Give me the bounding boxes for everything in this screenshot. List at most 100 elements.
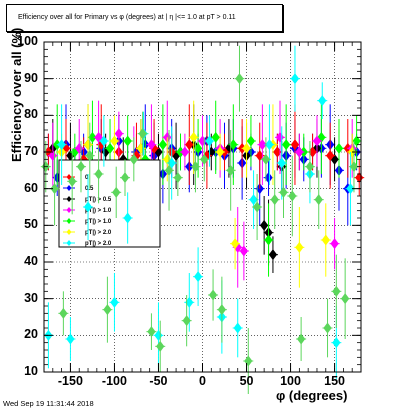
y-tick-label: 30 [24, 290, 38, 305]
y-tick-label: 90 [24, 70, 38, 85]
data-point [105, 142, 115, 154]
data-point [261, 153, 271, 165]
data-point [59, 307, 68, 319]
data-point [273, 146, 282, 158]
data-point [147, 326, 156, 338]
data-point [123, 212, 132, 224]
data-point [189, 131, 198, 143]
legend-marker [66, 185, 72, 191]
data-point [230, 238, 240, 250]
legend-marker [66, 218, 72, 224]
data-point [260, 219, 269, 231]
data-point [211, 131, 220, 143]
data-point [164, 164, 174, 176]
legend-entry-text: 0 [85, 175, 89, 181]
data-point [226, 164, 235, 176]
data-point [85, 150, 94, 162]
data-point [258, 139, 267, 151]
data-point [193, 271, 203, 283]
legend-marker [66, 196, 72, 202]
data-point [191, 161, 200, 173]
data-point [208, 289, 218, 301]
data-markers-foreground [40, 45, 359, 394]
data-point [215, 146, 225, 158]
x-tick-label: -100 [101, 374, 127, 388]
y-tick-label: 100 [17, 34, 38, 48]
data-point [349, 161, 359, 173]
data-point [83, 201, 93, 213]
data-point [321, 234, 330, 246]
data-point [295, 241, 304, 253]
data-point [264, 172, 273, 184]
data-point [334, 142, 344, 154]
data-point [233, 322, 242, 334]
legend-frame [58, 159, 161, 248]
data-point [76, 161, 86, 173]
data-point [308, 146, 317, 158]
data-point [312, 135, 322, 147]
data-point [123, 135, 132, 147]
data-point [229, 139, 238, 151]
data-point [185, 296, 194, 308]
data-point [180, 146, 190, 158]
legend-marker [66, 240, 72, 246]
legend-entry-text: pT|) > 2.0 [85, 241, 112, 247]
data-point [326, 150, 335, 162]
legend-entry-text: pT|) > 2.0 [85, 230, 112, 236]
y-tick-label: 40 [24, 254, 38, 268]
data-point [200, 153, 209, 165]
data-point [173, 172, 182, 184]
x-tick-label: 50 [239, 374, 254, 388]
data-point [156, 340, 165, 352]
chart-title-box: Efficiency over all for Primary vs φ (de… [6, 4, 283, 32]
data-point [66, 333, 75, 345]
data-point [264, 234, 273, 246]
y-tick-label: 80 [24, 107, 38, 122]
data-point [330, 238, 339, 250]
data-point [277, 157, 286, 169]
data-point [255, 150, 264, 162]
data-point [158, 139, 167, 151]
data-point [103, 304, 112, 316]
x-tick-label: -50 [149, 374, 168, 388]
x-axis-label: φ (degrees) [276, 388, 348, 403]
y-tick-label: 20 [24, 327, 38, 342]
legend-marker [66, 207, 72, 213]
data-point [193, 142, 203, 154]
y-tick-label: 50 [24, 217, 38, 232]
data-point [242, 142, 251, 154]
x-tick-label: 0 [199, 374, 206, 388]
axis-ticks [43, 41, 362, 373]
data-point [50, 183, 59, 195]
data-point [217, 304, 226, 316]
legend-entry-text: pT|) > 1.0 [85, 219, 112, 225]
data-point [57, 139, 66, 151]
data-point [279, 186, 288, 198]
data-point [295, 146, 304, 158]
data-point [94, 168, 103, 180]
x-tick-label: 150 [324, 374, 345, 388]
data-point [114, 128, 123, 140]
legend-marker [66, 229, 72, 235]
data-point [290, 73, 300, 85]
data-point [235, 73, 244, 85]
data-point [296, 333, 306, 345]
data-point [346, 183, 355, 195]
data-point [282, 139, 291, 151]
data-point [314, 194, 323, 206]
timestamp: Wed Sep 19 11:31:44 2018 [3, 399, 94, 408]
data-point [129, 153, 138, 165]
data-point [182, 315, 191, 327]
data-point [138, 128, 147, 140]
legend-box: 00.5pT|) > 0.5pT|) > 1.0pT|) > 1.0pT|) >… [58, 159, 161, 248]
y-tick-label: 10 [24, 364, 38, 378]
data-point [185, 139, 194, 151]
data-point [265, 139, 274, 151]
legend-entry-text: 0.5 [85, 186, 94, 192]
y-tick-label: 70 [24, 144, 38, 158]
data-point [120, 172, 130, 184]
chart-title: Efficiency over all for Primary vs φ (de… [18, 14, 236, 21]
data-point [332, 285, 341, 297]
data-point [288, 190, 297, 202]
